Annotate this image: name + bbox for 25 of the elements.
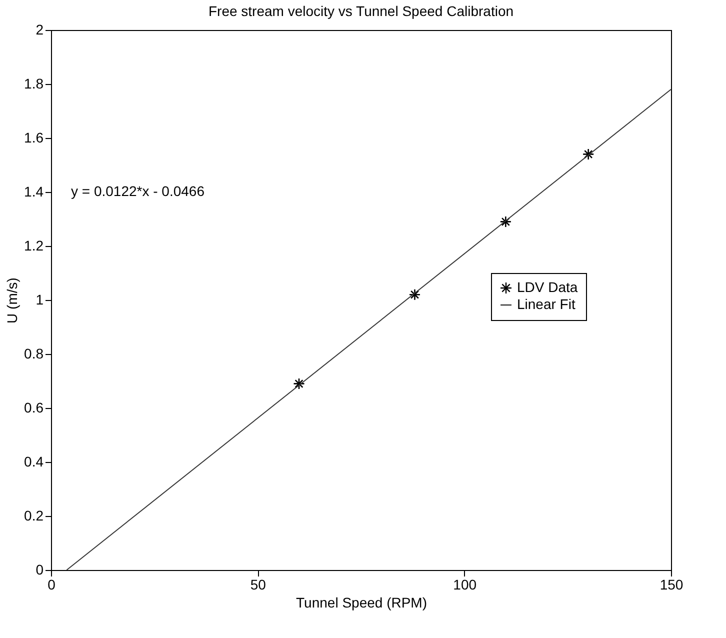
x-tick-label: 0: [48, 576, 56, 592]
y-tick-label: 1.4: [24, 184, 44, 200]
point: [408, 288, 421, 300]
annotation: y = 0.0122*x - 0.0466: [71, 183, 205, 199]
y-tick-label: 0.6: [24, 400, 44, 416]
x-axis-title: Tunnel Speed (RPM): [296, 594, 427, 610]
y-tick-label: 1.8: [24, 76, 44, 92]
y-tick-label: 1: [36, 292, 44, 308]
y-tick-label: 2: [36, 22, 44, 38]
point: [293, 378, 305, 390]
x-tick-label: 50: [250, 576, 266, 592]
y-tick-label: 0.4: [24, 454, 44, 470]
point: [582, 148, 594, 160]
x-tick-label: 150: [660, 576, 684, 592]
y-tick-label: 1.6: [24, 130, 44, 146]
point: [500, 216, 512, 228]
y-tick-label: 0: [36, 562, 44, 578]
y-tick-label: 1.2: [24, 238, 44, 254]
x-tick-label: 100: [453, 576, 477, 592]
legend-label: Linear Fit: [517, 296, 576, 312]
legend-label: LDV Data: [517, 279, 578, 295]
y-tick-label: 0.2: [24, 508, 44, 524]
y-axis-title: U (m/s): [4, 278, 20, 324]
chart-title: Free stream velocity vs Tunnel Speed Calibration: [208, 3, 514, 19]
y-tick-label: 0.8: [24, 346, 44, 362]
